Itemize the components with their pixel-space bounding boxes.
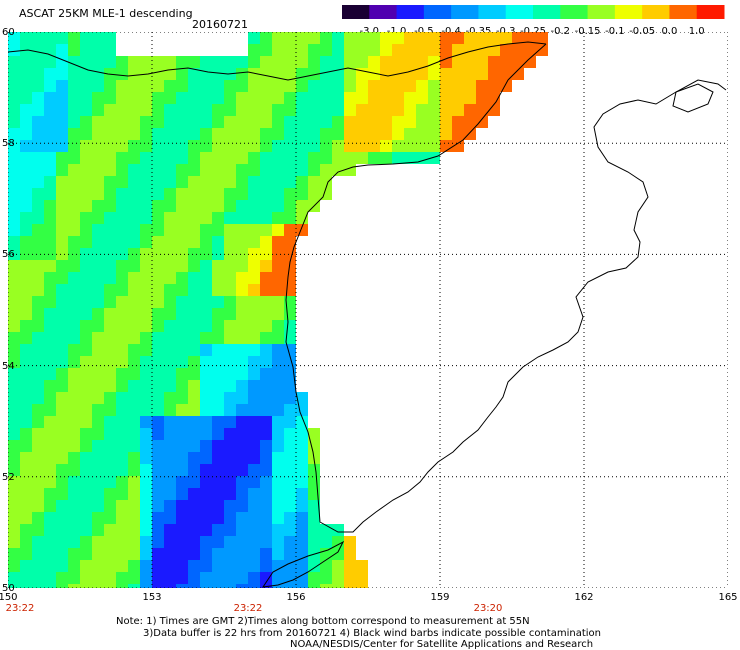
colorbar-swatch (614, 5, 643, 19)
colorbar-tick-label: -0.15 (574, 26, 601, 37)
colorbar (342, 5, 725, 19)
longitude-label: 165 (718, 592, 738, 603)
wind-map (8, 32, 728, 588)
latitude-label: 56 (2, 249, 15, 261)
colorbar-tick-label: -0.35 (465, 26, 492, 37)
wind-data-field (8, 32, 548, 588)
colorbar-swatch (533, 5, 561, 19)
colorbar-swatch (505, 5, 534, 19)
colorbar-swatch (587, 5, 616, 19)
product-date: 20160721 (192, 18, 248, 31)
colorbar-swatch (642, 5, 670, 19)
colorbar-tick-label: -0.1 (605, 26, 625, 37)
colorbar-swatch (369, 5, 398, 19)
colorbar-tick-label: -0.5 (414, 26, 434, 37)
southern-island-outline (261, 540, 345, 588)
colorbar-swatch (669, 5, 698, 19)
latitude-label: 54 (2, 360, 15, 372)
longitude-label: 156 (286, 592, 306, 603)
island-outline (672, 83, 714, 113)
colorbar-tick-label: -0.05 (629, 26, 656, 37)
colorbar-tick-label: 0.0 (661, 26, 678, 37)
colorbar-tick-label: -0.3 (495, 26, 516, 37)
measurement-time-label: 23:22 (233, 603, 263, 614)
longitude-label: 159 (430, 592, 450, 603)
longitude-label: 153 (142, 592, 162, 603)
measurement-time-label: 23:22 (5, 603, 35, 614)
colorbar-swatch (478, 5, 507, 19)
latitude-label: 52 (2, 471, 15, 483)
colorbar-swatch (396, 5, 425, 19)
latitude-label: 58 (2, 138, 15, 150)
coastline-north (8, 41, 547, 81)
note-line-1: Note: 1) Times are GMT 2)Times along bot… (116, 616, 530, 627)
note-line-2: 3)Data buffer is 22 hrs from 20160721 4)… (143, 628, 601, 639)
latitude-label: 60 (2, 27, 15, 38)
latitude-label: 50 (2, 583, 15, 594)
note-line-3: NOAA/NESDIS/Center for Satellite Applica… (290, 639, 594, 650)
lat-lon-grid (8, 32, 728, 588)
colorbar-tick-label: -0.4 (441, 26, 461, 37)
colorbar-swatch (423, 5, 452, 19)
longitude-label: 150 (0, 592, 18, 603)
colorbar-tick-label: -3.0 (359, 26, 380, 37)
colorbar-swatch (560, 5, 589, 19)
colorbar-swatch (696, 5, 725, 19)
colorbar-swatch (451, 5, 479, 19)
colorbar-swatch (342, 5, 370, 19)
longitude-label: 162 (574, 592, 594, 603)
measurement-time-label: 23:20 (473, 603, 503, 614)
product-title: ASCAT 25KM MLE-1 descending (19, 7, 193, 20)
